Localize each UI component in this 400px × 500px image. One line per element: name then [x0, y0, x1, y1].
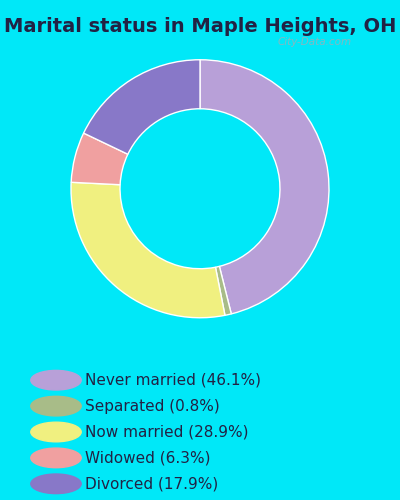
Text: Never married (46.1%): Never married (46.1%)	[85, 372, 261, 388]
Text: Separated (0.8%): Separated (0.8%)	[85, 398, 220, 413]
Circle shape	[31, 396, 81, 416]
Text: City-Data.com: City-Data.com	[278, 37, 352, 47]
Text: Widowed (6.3%): Widowed (6.3%)	[85, 450, 210, 466]
Wedge shape	[200, 60, 329, 314]
Circle shape	[31, 422, 81, 442]
Wedge shape	[84, 60, 200, 154]
Wedge shape	[71, 133, 128, 184]
Text: Now married (28.9%): Now married (28.9%)	[85, 424, 248, 440]
Circle shape	[31, 448, 81, 468]
Text: Divorced (17.9%): Divorced (17.9%)	[85, 476, 218, 492]
Wedge shape	[71, 182, 225, 318]
Circle shape	[31, 474, 81, 494]
Wedge shape	[216, 266, 231, 316]
Circle shape	[31, 370, 81, 390]
Text: Marital status in Maple Heights, OH: Marital status in Maple Heights, OH	[4, 18, 396, 36]
